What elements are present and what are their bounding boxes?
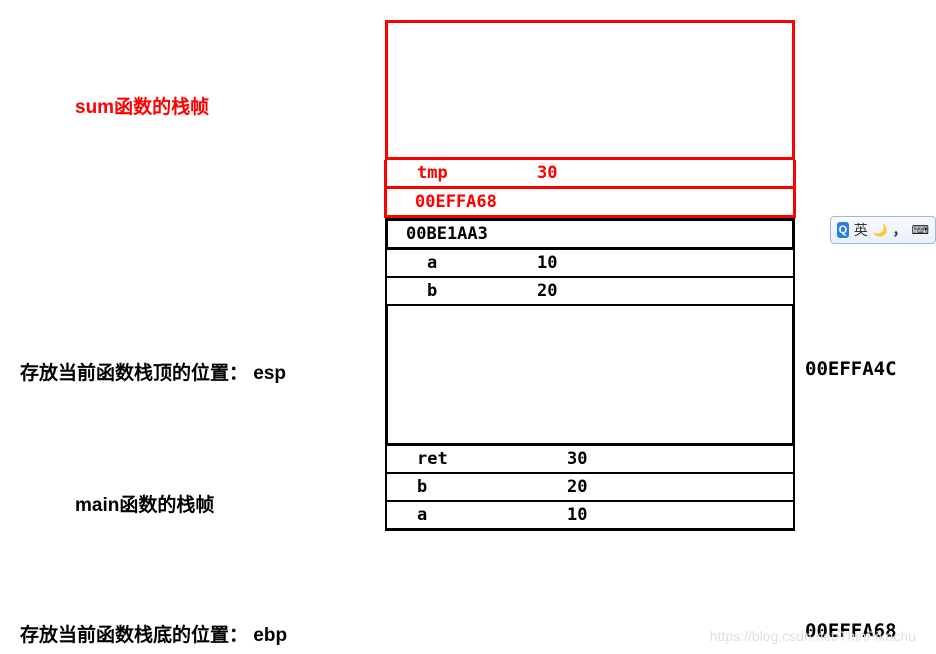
ret-val: 30	[567, 449, 587, 469]
stack-column: tmp 30 00EFFA68 00BE1AA3 a 10 b 20 ret 3…	[385, 20, 795, 531]
row-b20-2: b 20	[385, 474, 795, 502]
red-empty-box	[385, 20, 795, 160]
effa68-text: 00EFFA68	[415, 192, 497, 212]
tmp-val: 30	[537, 163, 557, 183]
a-var: a	[397, 253, 537, 273]
b2-val: 20	[567, 477, 587, 497]
ebp-label: 存放当前函数栈底的位置： ebp	[20, 620, 287, 647]
main-frame-label: main函数的栈帧	[75, 490, 214, 517]
sum-frame-label: sum函数的栈帧	[75, 92, 209, 119]
be1aa3-text: 00BE1AA3	[406, 224, 488, 244]
ime-toolbar[interactable]: Q 英 🌙 ， ⌨	[830, 216, 936, 244]
a2-val: 10	[567, 505, 587, 525]
row-a10: a 10	[385, 250, 795, 278]
addr-esp: 00EFFA4C	[805, 358, 897, 380]
row-ret: ret 30	[385, 446, 795, 474]
row-tmp: tmp 30	[384, 160, 796, 189]
a2-var: a	[397, 505, 567, 525]
a-val: 10	[537, 253, 557, 273]
row-a10-2: a 10	[385, 502, 795, 531]
keyboard-icon[interactable]: ⌨	[912, 223, 929, 237]
row-b20: b 20	[385, 278, 795, 306]
b-val: 20	[537, 281, 557, 301]
watermark: https://blog.csdn.net/ThinPikachu	[710, 628, 916, 644]
esp-label: 存放当前函数栈顶的位置： esp	[20, 358, 286, 385]
ime-comma[interactable]: ，	[893, 220, 907, 240]
tmp-var: tmp	[397, 163, 537, 183]
ret-var: ret	[397, 449, 567, 469]
moon-icon[interactable]: 🌙	[873, 223, 888, 237]
row-be1aa3: 00BE1AA3	[385, 218, 795, 250]
b2-var: b	[397, 477, 567, 497]
black-empty-box	[385, 306, 795, 446]
q-icon[interactable]: Q	[837, 222, 849, 238]
row-effa68: 00EFFA68	[384, 189, 796, 218]
b-var: b	[397, 281, 537, 301]
ime-lang[interactable]: 英	[854, 220, 868, 240]
